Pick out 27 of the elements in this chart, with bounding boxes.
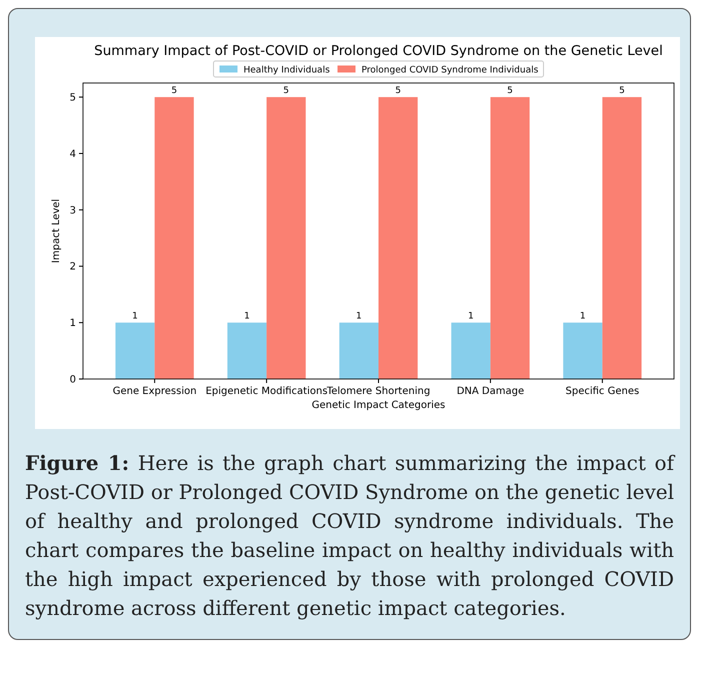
data-label: 1	[244, 312, 250, 322]
x-tick-label: DNA Damage	[456, 386, 524, 397]
data-label: 5	[283, 86, 290, 96]
legend-label: Healthy Individuals	[244, 66, 330, 76]
y-tick-label: 3	[70, 205, 76, 216]
chart-title: Summary Impact of Post-COVID or Prolonged COVID Syndrome on the Genetic Level	[94, 43, 663, 59]
data-label: 5	[395, 86, 401, 96]
x-tick-label: Epigenetic Modifications	[206, 386, 328, 397]
x-tick-label: Specific Genes	[566, 386, 640, 397]
data-label: 5	[171, 86, 178, 96]
x-axis-title: Genetic Impact Categories	[312, 400, 446, 411]
y-tick-label: 2	[70, 262, 76, 273]
y-axis-title: Impact Level	[51, 198, 62, 264]
data-label: 1	[580, 312, 586, 322]
x-tick-label: Telomere Shortening	[326, 386, 430, 397]
y-tick-label: 0	[70, 374, 76, 386]
y-tick-label: 1	[70, 318, 76, 330]
y-tick-label: 4	[70, 148, 76, 160]
data-label: 1	[132, 312, 138, 322]
y-tick-label: 5	[70, 92, 76, 104]
data-label: 1	[356, 312, 362, 322]
legend-label: Prolonged COVID Syndrome Individuals	[362, 66, 539, 76]
data-label: 1	[468, 312, 474, 322]
data-label: 5	[619, 86, 625, 96]
caption: Figure 1: Here is the graph chart summarizing the impact of Post-COVID or Prolonged COVID Syndrome on the genetic level of healthy and prolonged COVID syndrome individuals. The chart compares the baseline impact on healthy individuals with the high impact experienced by those with prolonged COVID syndrome across different genetic impact categories.	[25, 450, 674, 622]
x-tick-label: Gene Expression	[112, 386, 197, 397]
data-label: 5	[507, 86, 513, 96]
